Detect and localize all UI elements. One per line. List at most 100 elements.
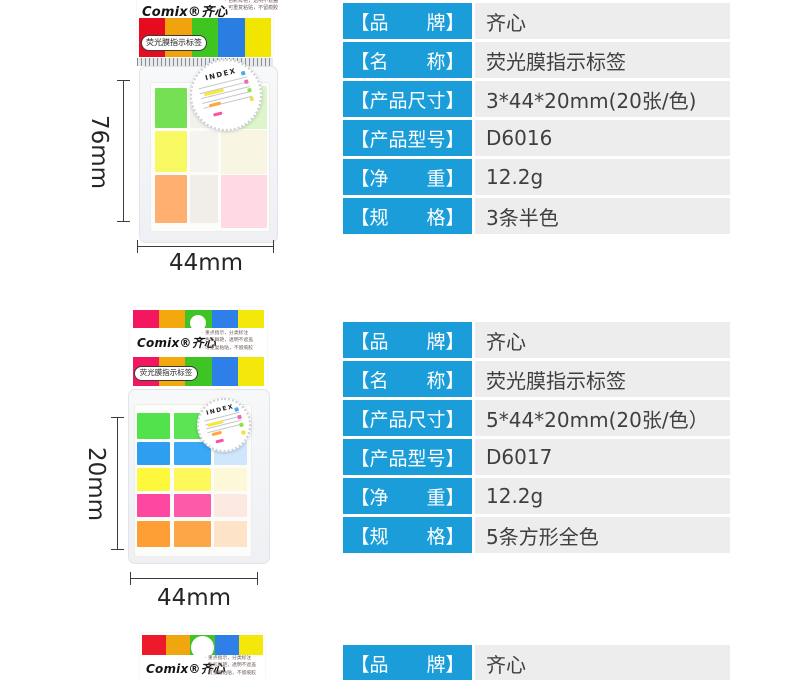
index-tab (137, 494, 170, 517)
feature-line: · 重点指示，分类标注 (205, 656, 252, 661)
spec-label: 【净 重】 (343, 478, 472, 514)
index-tab (174, 494, 211, 517)
stripe-blue (218, 18, 245, 57)
spec-label: 【名 称】 (343, 361, 472, 397)
spec-label: 【产品尺寸】 (343, 81, 472, 117)
badge-swatch-pink (243, 79, 249, 85)
badge-highlight-orange (208, 101, 222, 108)
spec-table-2: 【品 牌】 齐心 【名 称】 荧光膜指示标签 【产品尺寸】 5*44*20mm(… (343, 322, 730, 556)
spec-value: 齐心 (475, 322, 730, 358)
comix-logo: Comix®齐心 (137, 336, 217, 350)
index-tab-stack (221, 130, 267, 174)
spec-value: 12.2g (475, 159, 730, 195)
width-dimension-line (137, 246, 274, 247)
spec-table-3: 【品 牌】 齐心 (343, 645, 730, 680)
dimension-cap (273, 240, 274, 253)
dimension-cap (130, 572, 131, 585)
index-tab (137, 468, 170, 491)
index-tab (174, 442, 211, 465)
spec-value: 3条半色 (475, 198, 730, 234)
spec-row: 【产品尺寸】 5*44*20mm(20张/色） (343, 400, 730, 436)
logo-band (142, 655, 263, 680)
spec-value: 齐心 (475, 3, 730, 39)
stripe-yellow (244, 18, 272, 57)
spec-value: 12.2g (475, 478, 730, 514)
spec-row: 【名 称】 荧光膜指示标签 (343, 361, 730, 397)
comix-logo: Comix®齐心 (146, 662, 226, 676)
width-dimension-value: 44mm (157, 585, 232, 611)
badge-swatch-green (239, 422, 244, 428)
feature-line: · 可重复粘贴，不留痕胶 (202, 345, 254, 351)
height-dimension-line (123, 80, 124, 222)
feature-line: · 色彩鲜艳，透明不遮盖 (202, 338, 254, 344)
badge-swatch-blue (240, 70, 246, 76)
hang-hole (190, 315, 206, 331)
stripe-blue (214, 635, 239, 655)
spec-table-1: 【品 牌】 齐心 【名 称】 荧光膜指示标签 【产品尺寸】 3*44*20mm(… (343, 3, 730, 237)
index-tab (174, 468, 211, 491)
spec-value: 荧光膜指示标签 (475, 42, 730, 78)
spec-value: 5*44*20mm(20张/色） (475, 400, 730, 436)
spec-row: 【规 格】 5条方形全色 (343, 517, 730, 553)
logo-band (133, 328, 264, 357)
package-features: · 色彩鲜艳，透明不遮盖 · 可重复粘贴，不留痕胶 (225, 0, 278, 12)
height-dimension-line (117, 417, 118, 550)
dimension-cap (137, 240, 138, 253)
badge-swatch-yellow (240, 430, 246, 435)
spec-value: 荧光膜指示标签 (475, 361, 730, 397)
dimension-cap (111, 549, 124, 550)
index-tab (137, 521, 170, 547)
spec-row: 【品 牌】 齐心 (343, 3, 730, 39)
index-tab (190, 175, 218, 223)
spec-label: 【名 称】 (343, 42, 472, 78)
spec-label: 【规 格】 (343, 198, 472, 234)
spec-value: D6017 (475, 439, 730, 475)
index-tab (155, 175, 187, 223)
index-badge: INDEX (190, 59, 262, 131)
product-tagline-label: 荧光膜指示标签 (141, 35, 207, 51)
feature-line: · 可重复粘贴，不留痕胶 (225, 5, 279, 11)
badge-highlight-orange (211, 430, 223, 437)
dimension-cap (111, 417, 124, 418)
spec-row: 【品 牌】 齐心 (343, 322, 730, 358)
spec-label: 【产品型号】 (343, 120, 472, 156)
spec-row: 【净 重】 12.2g (343, 159, 730, 195)
spec-label: 【品 牌】 (343, 645, 472, 680)
width-dimension-line (130, 578, 258, 579)
spec-value: 齐心 (475, 645, 730, 680)
spec-row: 【品 牌】 齐心 (343, 645, 730, 680)
spec-value: 3*44*20mm(20张/色) (475, 81, 730, 117)
spec-label: 【产品型号】 (343, 439, 472, 475)
index-tab (174, 521, 211, 547)
badge-highlight-pink (213, 111, 223, 117)
spec-label: 【品 牌】 (343, 3, 472, 39)
hang-hole (191, 636, 214, 659)
index-tab (190, 131, 218, 172)
spec-label: 【规 格】 (343, 517, 472, 553)
index-tab (137, 413, 170, 439)
index-tab (137, 442, 170, 465)
spec-row: 【产品尺寸】 3*44*20mm(20张/色) (343, 81, 730, 117)
height-dimension-value: 20mm (83, 447, 109, 522)
spec-value: 5条方形全色 (475, 517, 730, 553)
feature-line: · 可重复粘贴，不留痕胶 (205, 670, 257, 676)
spec-row: 【产品型号】 D6017 (343, 439, 730, 475)
feature-line: · 重点指示，分类标注 (202, 331, 249, 336)
index-tab (155, 131, 187, 172)
index-badge: INDEX (197, 398, 251, 452)
badge-swatch-green (247, 87, 252, 93)
feature-line: · 色彩鲜艳，透明不遮盖 (225, 0, 279, 4)
badge-highlight-pink (215, 438, 224, 444)
height-dimension-value: 76mm (86, 115, 112, 190)
dimension-cap (117, 80, 130, 81)
product-tagline-label: 荧光膜指示标签 (134, 366, 198, 381)
spec-row: 【产品型号】 D6016 (343, 120, 730, 156)
spec-value: D6016 (475, 120, 730, 156)
index-tab-stack (214, 494, 247, 517)
package-features: · 重点指示，分类标注 · 色彩鲜艳，透明不遮盖 · 可重复粘贴，不留痕胶 (205, 655, 256, 677)
index-tab (155, 88, 187, 128)
stripe-red (142, 635, 167, 655)
feature-line: · 色彩鲜艳，透明不遮盖 (205, 663, 257, 669)
stripe-orange (166, 635, 191, 655)
